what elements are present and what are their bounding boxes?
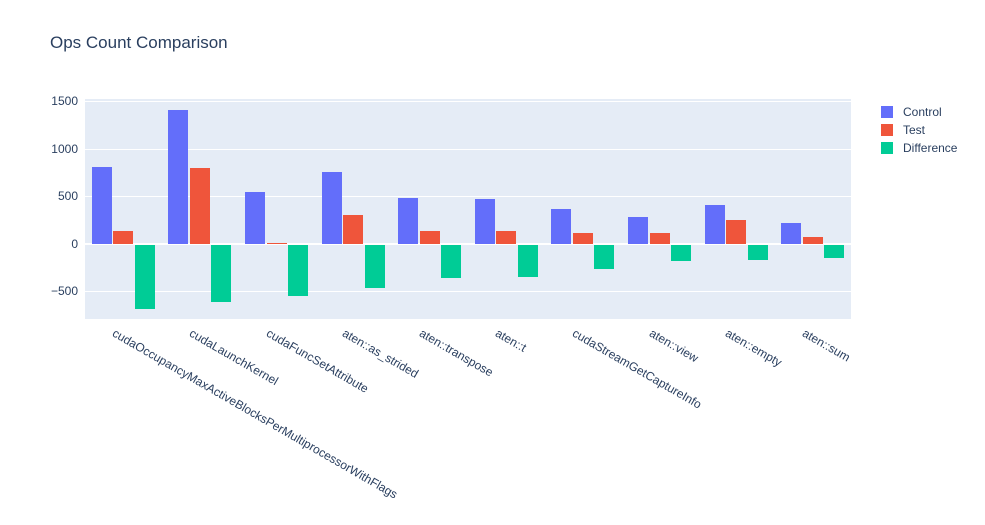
legend-item-test[interactable]: Test (877, 121, 957, 139)
bar-difference-cudaoccupancymaxactiveblockspermultiprocessorwithflags[interactable] (134, 244, 155, 309)
bar-difference-aten-transpose[interactable] (441, 244, 462, 279)
legend-label: Test (903, 123, 926, 137)
bar-test-cudafuncsetattribute[interactable] (266, 242, 287, 244)
chart-title: Ops Count Comparison (50, 33, 228, 52)
bar-difference-cudastreamgetcaptureinfo[interactable] (594, 244, 615, 269)
y-gridline (85, 148, 851, 150)
bar-control-aten-transpose[interactable] (398, 197, 419, 244)
bar-control-aten-as-strided[interactable] (321, 171, 342, 244)
bar-difference-aten-view[interactable] (671, 244, 691, 261)
y-tick-label: 0 (71, 236, 78, 251)
bar-test-aten-view[interactable] (649, 233, 670, 244)
bar-difference-aten-sum[interactable] (824, 244, 845, 259)
bar-test-aten-t[interactable] (496, 230, 517, 244)
legend: Control Test Difference (877, 103, 957, 157)
bar-control-aten-empty[interactable] (704, 204, 725, 244)
y-tick-label: 500 (57, 189, 78, 204)
y-gridline (85, 100, 851, 102)
plot-area (85, 99, 851, 319)
legend-item-difference[interactable]: Difference (877, 139, 957, 157)
legend-swatch-icon (881, 142, 893, 154)
legend-label: Control (903, 105, 942, 119)
zero-line (85, 242, 851, 245)
bar-control-aten-view[interactable] (628, 217, 648, 244)
bar-test-aten-transpose[interactable] (419, 230, 440, 244)
x-tick-label: aten::transpose (416, 326, 496, 380)
x-tick-label: aten::t (493, 326, 530, 355)
bar-control-cudaoccupancymaxactiveblockspermultiprocessorwithflags[interactable] (91, 167, 112, 244)
bar-test-cudastreamgetcaptureinfo[interactable] (572, 232, 593, 244)
bar-control-cudalaunchkernel[interactable] (168, 110, 189, 244)
bar-control-cudafuncsetattribute[interactable] (245, 192, 265, 244)
y-tick-label: 1500 (51, 93, 78, 108)
bar-test-aten-sum[interactable] (802, 236, 823, 244)
bar-control-aten-sum[interactable] (781, 223, 802, 244)
legend-swatch-icon (881, 124, 893, 136)
bar-difference-aten-as-strided[interactable] (364, 244, 385, 289)
legend-swatch-icon (881, 106, 893, 118)
bar-control-aten-t[interactable] (474, 198, 495, 244)
legend-label: Difference (903, 141, 958, 155)
y-gridline (85, 291, 851, 293)
x-tick-label: cudaStreamGetCaptureInfo (569, 326, 704, 412)
bar-difference-cudalaunchkernel[interactable] (211, 244, 232, 302)
bar-difference-aten-t[interactable] (517, 244, 538, 278)
x-tick-label: aten::view (646, 326, 701, 366)
bar-difference-cudafuncsetattribute[interactable] (288, 244, 308, 297)
x-tick-label: aten::sum (799, 326, 853, 365)
bar-test-aten-as-strided[interactable] (343, 215, 364, 244)
y-tick-label: −500 (50, 284, 78, 299)
x-tick-label: cudaOccupancyMaxActiveBlocksPerMultiproc… (110, 326, 401, 502)
bar-test-cudaoccupancymaxactiveblockspermultiprocessorwithflags[interactable] (113, 230, 134, 244)
y-tick-label: 1000 (51, 141, 78, 156)
bar-control-cudastreamgetcaptureinfo[interactable] (551, 209, 572, 244)
legend-item-control[interactable]: Control (877, 103, 957, 121)
bar-difference-aten-empty[interactable] (747, 244, 768, 261)
y-gridline (85, 196, 851, 198)
x-tick-label: aten::empty (723, 326, 785, 370)
bar-test-cudalaunchkernel[interactable] (189, 167, 210, 244)
bar-test-aten-empty[interactable] (726, 220, 747, 244)
